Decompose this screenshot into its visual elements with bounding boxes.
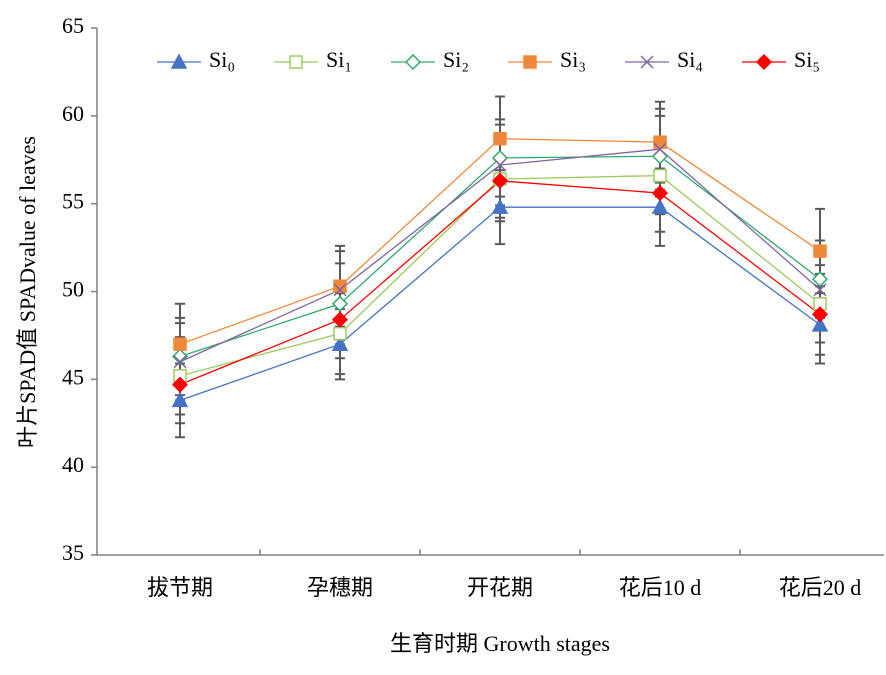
legend-label: Si₂ — [443, 47, 469, 72]
data-point — [811, 271, 829, 288]
data-point — [331, 295, 349, 312]
data-point — [173, 337, 187, 351]
legend-marker — [289, 55, 303, 69]
y-tick-label: 65 — [62, 13, 84, 38]
legend-marker — [755, 53, 773, 71]
data-point — [813, 244, 827, 258]
data-point — [493, 158, 507, 172]
y-axis-label: 叶片SPAD值 SPADvalue of leaves — [15, 136, 40, 448]
data-point — [333, 279, 347, 293]
data-point — [651, 198, 669, 214]
data-point — [651, 185, 669, 202]
x-tick-label: 拔节期 — [147, 575, 213, 600]
legend-marker — [170, 53, 188, 69]
legend-marker — [640, 55, 654, 69]
legend-label: Si₀ — [209, 47, 235, 72]
data-point — [653, 142, 667, 156]
data-point — [653, 168, 667, 183]
x-tick-label: 花后10 d — [619, 575, 702, 600]
data-point — [171, 376, 189, 393]
legend-marker — [404, 53, 422, 71]
data-point — [811, 306, 829, 323]
data-point — [171, 348, 189, 365]
y-tick-label: 45 — [62, 364, 84, 389]
legend-marker — [523, 55, 537, 69]
data-point — [171, 391, 189, 408]
y-tick-label: 60 — [62, 101, 84, 126]
data-point — [493, 131, 507, 146]
legend-label: Si₁ — [326, 47, 352, 72]
y-tick-label: 50 — [62, 277, 84, 302]
data-point — [331, 311, 349, 328]
data-point — [173, 355, 187, 369]
x-tick-label: 开花期 — [467, 575, 533, 600]
data-point — [491, 198, 509, 214]
data-point — [491, 172, 509, 189]
data-point — [333, 326, 347, 341]
data-point — [651, 148, 669, 165]
data-point — [653, 135, 667, 149]
legend-label: Si₅ — [794, 47, 820, 72]
x-tick-label: 花后20 d — [779, 575, 862, 600]
y-tick-label: 35 — [62, 540, 84, 565]
x-axis-label: 生育时期 Growth stages — [390, 631, 610, 656]
y-tick-label: 55 — [62, 189, 84, 214]
data-point — [811, 316, 829, 332]
data-point — [331, 335, 349, 351]
data-point — [333, 283, 347, 297]
legend-label: Si₃ — [560, 47, 586, 72]
legend-label: Si₄ — [677, 47, 703, 72]
x-tick-label: 孕穗期 — [307, 575, 373, 600]
data-point — [813, 283, 827, 297]
y-tick-label: 40 — [62, 452, 84, 477]
